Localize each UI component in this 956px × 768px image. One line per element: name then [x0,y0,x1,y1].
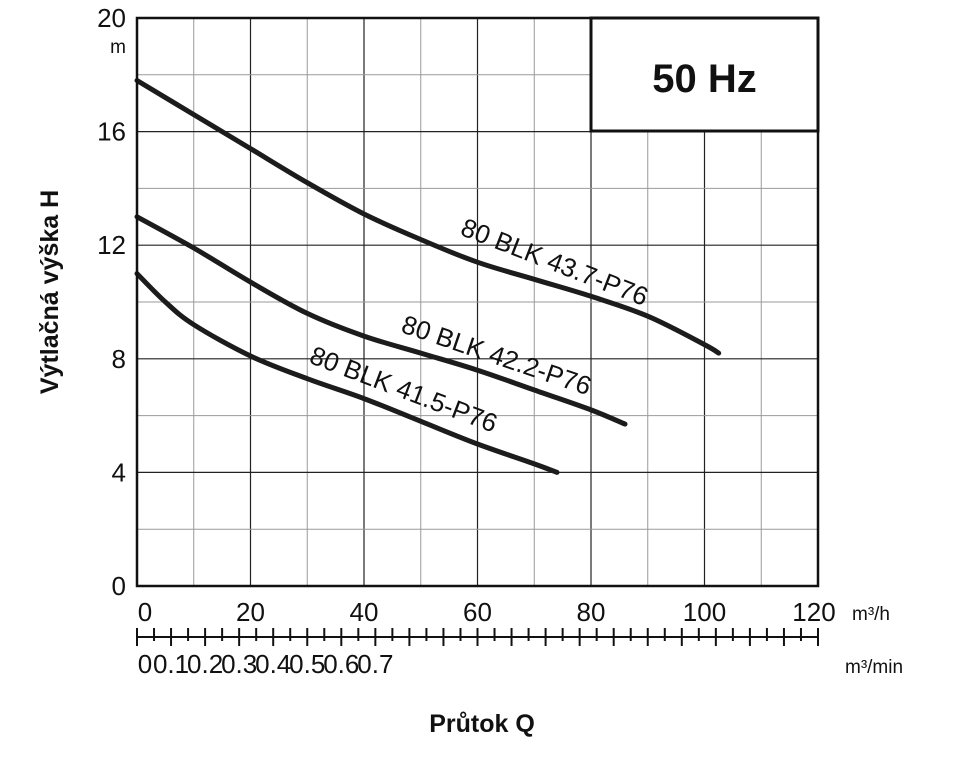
y-tick-label: 0 [112,571,126,601]
x2-tick-label: 0.4 [255,649,291,679]
y-tick-label: 12 [97,230,126,260]
curve-line [134,271,560,475]
x2-tick-label: 0.7 [357,649,393,679]
x-tick-label: 120 [792,597,835,627]
x-tick-label: 80 [577,597,606,627]
x-tick-label: 0 [138,597,152,627]
x-tick-label: 40 [350,597,379,627]
x-tick-labels: 0 20 40 60 80 100 120 [138,597,836,627]
curve-label: 80 BLK 43.7-P76 [457,212,652,312]
frequency-label: 50 Hz [652,57,757,101]
y-axis-title: Výtlačná výška H [36,190,64,394]
x-axis-title: Průtok Q [429,710,535,738]
y-tick-label: 20 [97,3,126,33]
plot-frame [135,16,820,588]
curve-line [134,214,628,427]
curve-line [134,78,722,356]
x2-tick-label: 0.2 [187,649,223,679]
x-tick-label: 100 [683,597,726,627]
plot-border [135,16,820,588]
x2-unit-label: m³/min [845,657,903,678]
x2-tick-label: 0 [138,649,152,679]
x-tick-label: 20 [236,597,265,627]
x2-tick-label: 0.5 [289,649,325,679]
x2-tick-label: 0.6 [323,649,359,679]
x-unit-label: m³/h [852,604,890,625]
y-tick-label: 4 [112,457,126,487]
secondary-x-axis: 0 0.10.20.30.40.50.60.7 [136,628,819,679]
x2-tick-label: 0.1 [153,649,189,679]
x-tick-label: 60 [463,597,492,627]
y-tick-labels: 0 4 8 12 16 20 [97,3,126,601]
frequency-box: 50 Hz [589,16,820,133]
y-unit-label: m [110,37,126,58]
y-tick-label: 16 [97,117,126,147]
y-tick-label: 8 [112,344,126,374]
x2-tick-label: 0.3 [221,649,257,679]
